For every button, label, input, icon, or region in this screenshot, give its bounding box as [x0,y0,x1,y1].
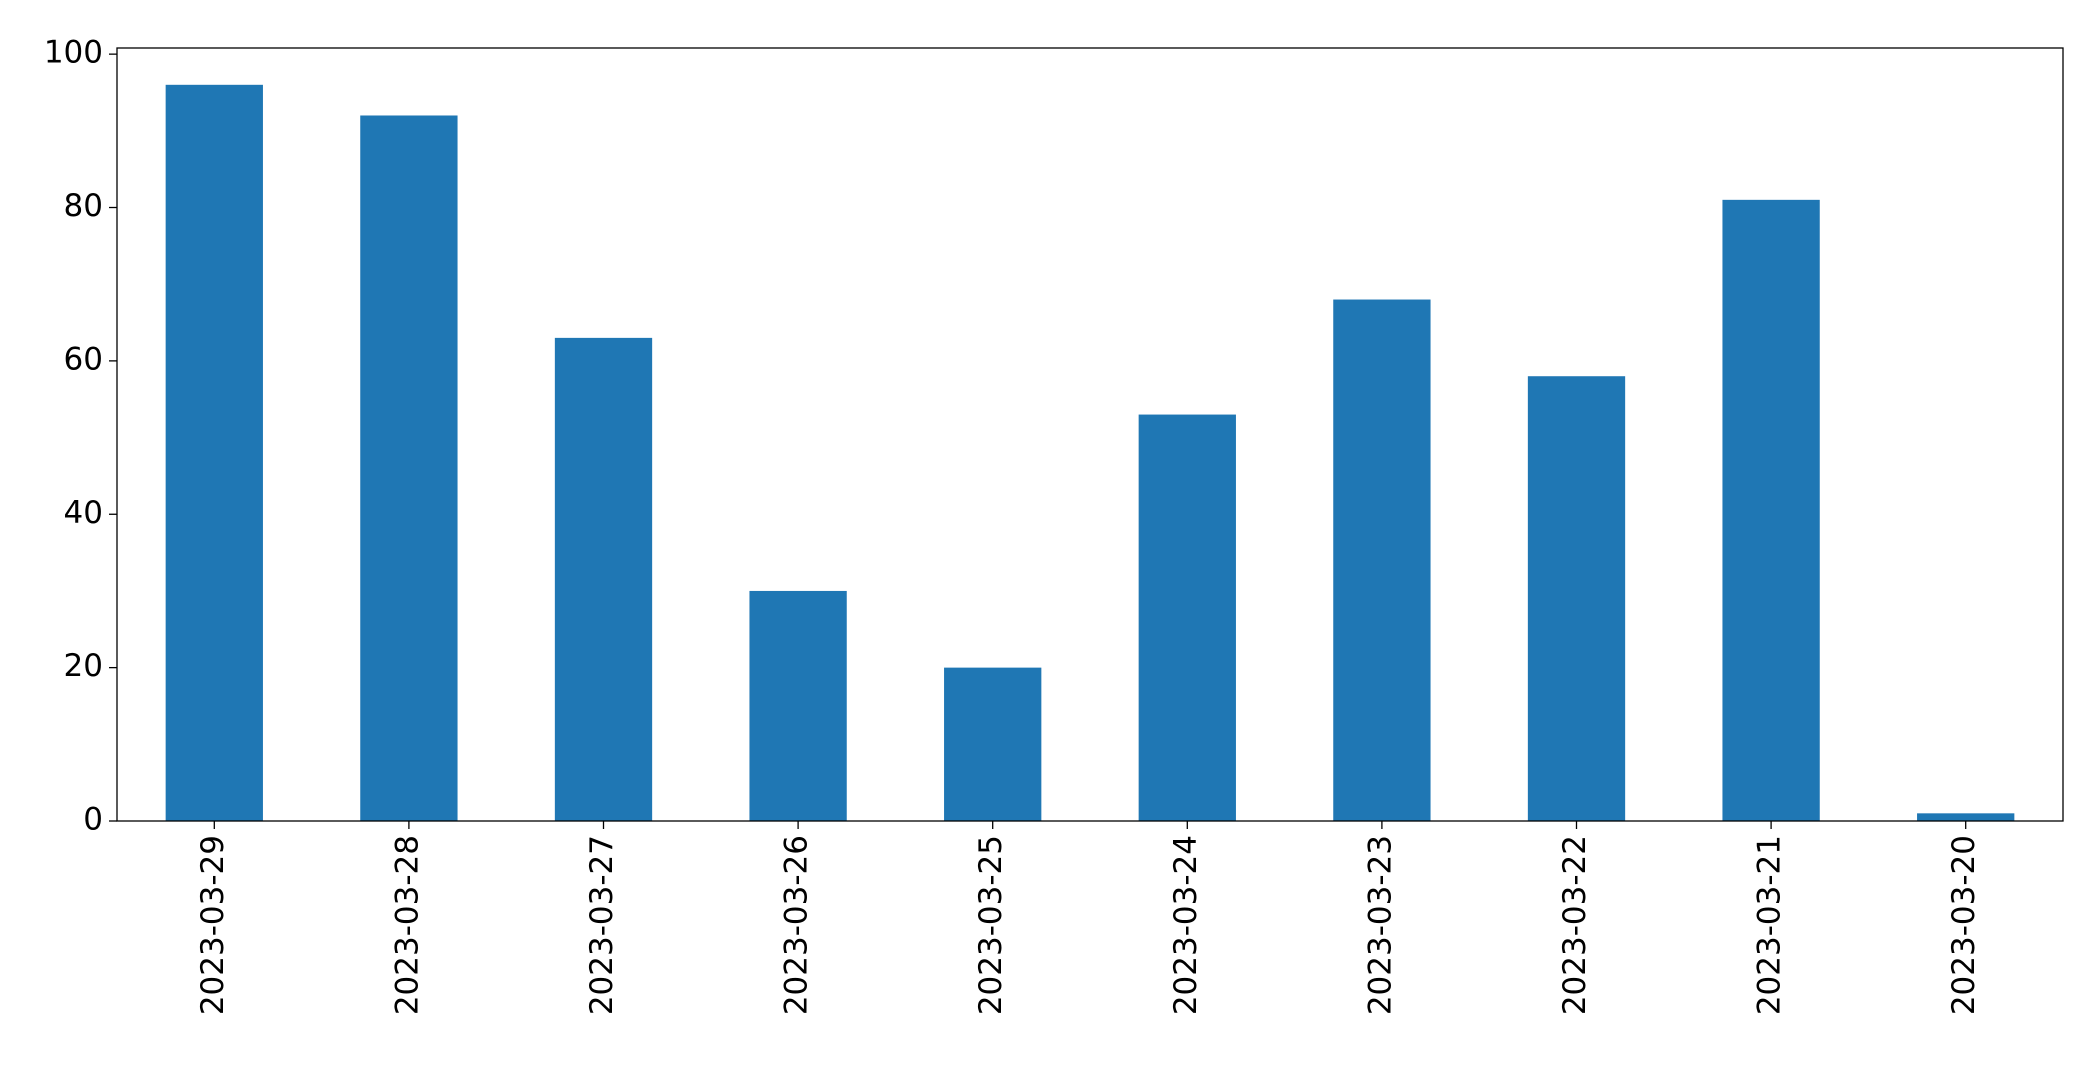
bar [165,84,263,822]
bar [944,667,1042,821]
x-tick-label: 2023-03-24 [1168,835,1204,1015]
y-tick-label: 80 [64,188,103,224]
x-tick-label: 2023-03-27 [584,835,620,1015]
x-tick-label: 2023-03-25 [973,835,1009,1015]
plot-frame [116,47,2064,822]
bar [1527,376,1626,821]
bar [554,337,653,821]
y-tick-label: 0 [83,802,103,838]
x-tick-label: 2023-03-22 [1557,835,1593,1015]
bar [360,115,458,821]
x-tick-label: 2023-03-23 [1362,835,1398,1015]
x-tick-label: 2023-03-28 [389,835,425,1015]
y-tick-label: 100 [44,35,103,71]
x-tick-label: 2023-03-29 [195,835,231,1015]
y-tick-label: 20 [64,648,103,684]
bar [1138,414,1236,821]
bar [749,590,847,821]
bar [1722,199,1820,821]
y-tick-label: 60 [64,341,103,377]
x-tick-label: 2023-03-21 [1752,835,1788,1015]
x-tick-label: 2023-03-26 [779,835,815,1015]
bar [1333,299,1431,821]
x-tick-label: 2023-03-20 [1946,835,1982,1015]
y-tick-label: 40 [64,495,103,531]
bar [1917,813,2015,821]
